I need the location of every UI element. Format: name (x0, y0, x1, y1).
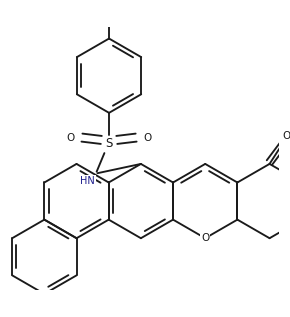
Text: HN: HN (80, 176, 95, 186)
Text: O: O (144, 133, 152, 143)
Text: O: O (282, 131, 290, 141)
Text: O: O (66, 133, 75, 143)
Text: O: O (201, 233, 209, 243)
Text: S: S (105, 137, 113, 150)
